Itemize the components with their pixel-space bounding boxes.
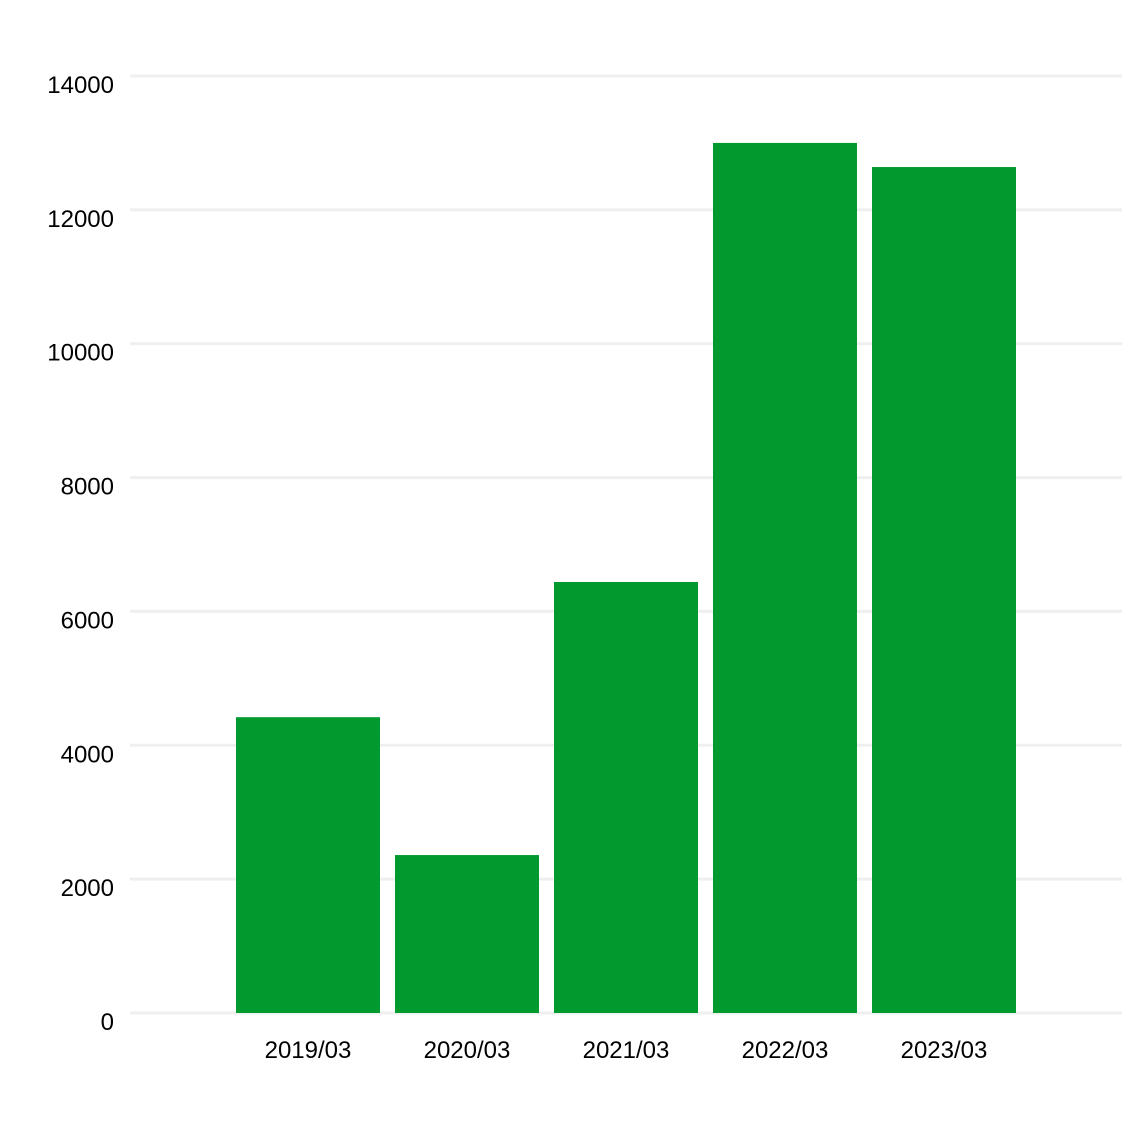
y-tick-label: 8000 bbox=[61, 474, 114, 501]
y-tick-label: 6000 bbox=[61, 607, 114, 634]
x-tick-label: 2022/03 bbox=[742, 1037, 829, 1064]
bar-2021/03 bbox=[554, 581, 698, 1013]
bar-2020/03 bbox=[395, 855, 539, 1013]
y-tick-label: 4000 bbox=[61, 741, 114, 768]
bar-2023/03 bbox=[872, 167, 1016, 1014]
y-tick-label: 10000 bbox=[47, 340, 114, 367]
y-tick-label: 0 bbox=[101, 1009, 114, 1036]
x-tick-label: 2019/03 bbox=[265, 1037, 352, 1064]
x-tick-label: 2023/03 bbox=[901, 1037, 988, 1064]
y-tick-label: 14000 bbox=[47, 72, 114, 99]
bar-2022/03 bbox=[713, 142, 857, 1013]
y-tick-label: 2000 bbox=[61, 875, 114, 902]
x-tick-label: 2021/03 bbox=[583, 1037, 670, 1064]
bar-2019/03 bbox=[236, 717, 380, 1013]
x-tick-label: 2020/03 bbox=[424, 1037, 511, 1064]
y-tick-label: 12000 bbox=[47, 206, 114, 233]
